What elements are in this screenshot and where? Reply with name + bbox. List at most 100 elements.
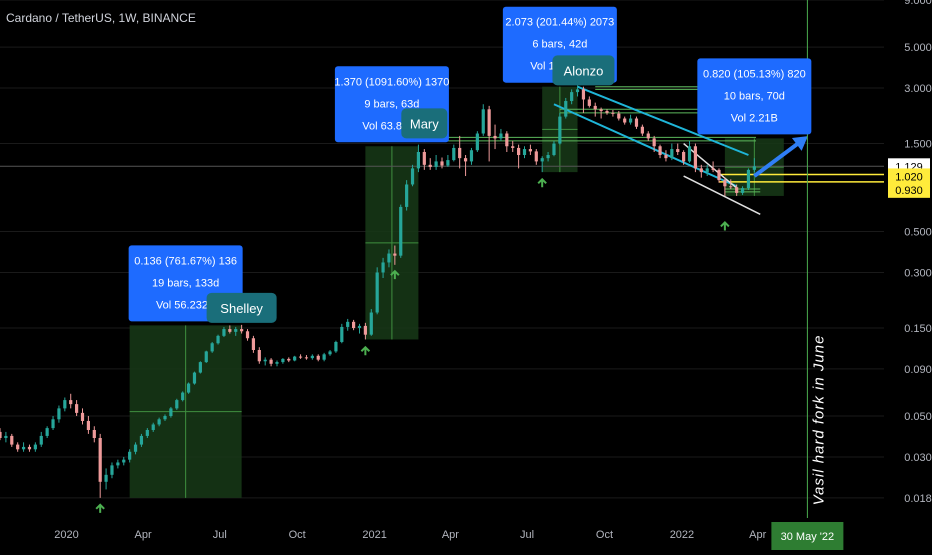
date-label: 30 May '22: [771, 522, 844, 550]
candle-body: [139, 435, 144, 445]
price-label-bg: [888, 168, 930, 185]
candle-body: [75, 404, 79, 413]
candle-body: [104, 474, 108, 482]
candle-body: [723, 180, 727, 187]
candle-body: [393, 253, 397, 256]
event-annotation: Vasil hard fork in June: [810, 335, 827, 506]
x-axis[interactable]: 2020AprJulOct2021AprJulOct2022AprJul30 M…: [54, 522, 844, 550]
measure-info-line: Vol 56.232B: [156, 299, 215, 311]
candle-body: [534, 151, 538, 162]
candle-body: [440, 161, 444, 166]
candle-body: [27, 446, 32, 450]
y-tick-label: 0.150: [904, 323, 932, 335]
event-label-bg: [552, 55, 615, 86]
candle-body: [10, 435, 14, 445]
projection-arrow-icon: [791, 136, 808, 151]
candle-body: [293, 356, 297, 361]
candle-body: [446, 160, 450, 166]
candle-body: [458, 147, 462, 159]
candle-body: [263, 359, 267, 362]
projection-arrow-shaft: [753, 139, 803, 178]
candle-body: [186, 383, 191, 393]
measure-info-line: 6 bars, 42d: [532, 39, 587, 51]
candle-body: [528, 149, 532, 152]
price-label-text: 0.930: [895, 185, 923, 197]
candle-body: [304, 357, 309, 359]
candle-body: [163, 416, 167, 420]
candle-body: [752, 166, 756, 170]
event-label: Alonzo: [552, 55, 615, 86]
candle-body: [517, 147, 521, 156]
candle-body: [611, 112, 615, 114]
candle-body: [493, 135, 497, 139]
candle-body: [676, 149, 680, 152]
candle-body: [39, 435, 43, 445]
candle-body: [634, 118, 639, 127]
y-tick-label: 0.090: [904, 364, 932, 376]
candle-body: [204, 351, 208, 363]
candle-body: [687, 146, 692, 162]
price-label: 1.020: [888, 168, 930, 185]
price-label-text: 1.020: [895, 171, 923, 183]
candle-body: [334, 341, 338, 352]
candle-body: [664, 155, 668, 159]
candle-body: [505, 133, 509, 147]
candle-body: [699, 168, 703, 173]
candle-body: [234, 329, 238, 332]
candle-body: [605, 111, 609, 113]
y-axis[interactable]: 9.000 5.000 3.000 1.500 0.500 0.300 0.150 0.090…: [888, 0, 932, 505]
x-tick-label: 2020: [54, 529, 78, 541]
x-tick-label: 2021: [362, 529, 386, 541]
candle-body: [151, 424, 155, 430]
candle-body: [410, 168, 415, 185]
chart-title: Cardano / TetherUS, 1W, BINANCE: [6, 11, 196, 25]
measure-info-box: 0.820 (105.13%) 820 10 bars, 70d Vol 2.21B: [697, 58, 812, 135]
y-tick-label: 0.500: [904, 227, 932, 239]
candle-body: [110, 465, 114, 475]
x-tick-label: Oct: [289, 529, 306, 541]
candle-body: [316, 355, 320, 360]
event-label: Mary: [401, 108, 448, 139]
y-tick-label: 0.050: [904, 411, 932, 423]
candle-body: [434, 161, 438, 167]
date-label-bg: [771, 522, 844, 550]
candle-body: [369, 312, 373, 335]
candle-body: [487, 109, 491, 136]
event-label-text: Alonzo: [564, 63, 604, 78]
candle-body: [346, 321, 350, 327]
candle-body: [658, 146, 662, 156]
measure-info-line: 10 bars, 70d: [724, 90, 785, 102]
y-tick-label: 3.000: [904, 83, 932, 95]
candle-body: [416, 151, 421, 169]
candle-body: [198, 362, 202, 373]
up-arrow-icon: [95, 503, 105, 513]
candle-body: [281, 358, 285, 363]
candle-body: [216, 335, 220, 344]
candle-body: [275, 362, 279, 364]
candle-body: [80, 412, 85, 421]
candle-body: [257, 349, 261, 362]
candle-body: [169, 408, 173, 417]
candle-body: [623, 118, 627, 123]
candle-body: [540, 158, 544, 162]
y-tick-label: 9.000: [904, 0, 932, 7]
candle-body: [581, 89, 586, 100]
x-tick-label: Apr: [135, 529, 152, 541]
candle-body: [63, 400, 67, 409]
candle-body: [287, 358, 291, 361]
measure-info-bg: [697, 58, 812, 135]
candle-body: [269, 359, 273, 364]
candle-body: [86, 420, 90, 430]
measure-info-line: 0.820 (105.13%) 820: [703, 68, 806, 80]
candle-body: [670, 149, 674, 159]
candle-body: [587, 99, 591, 106]
candle-body: [0, 431, 2, 439]
candle-body: [593, 105, 597, 110]
candle-body: [16, 444, 20, 450]
candle-body: [735, 187, 739, 193]
candle-body: [481, 109, 485, 134]
measure-info-line: 0.136 (761.67%) 136: [134, 255, 237, 267]
candle-body: [381, 262, 385, 273]
candle-body: [4, 435, 8, 439]
